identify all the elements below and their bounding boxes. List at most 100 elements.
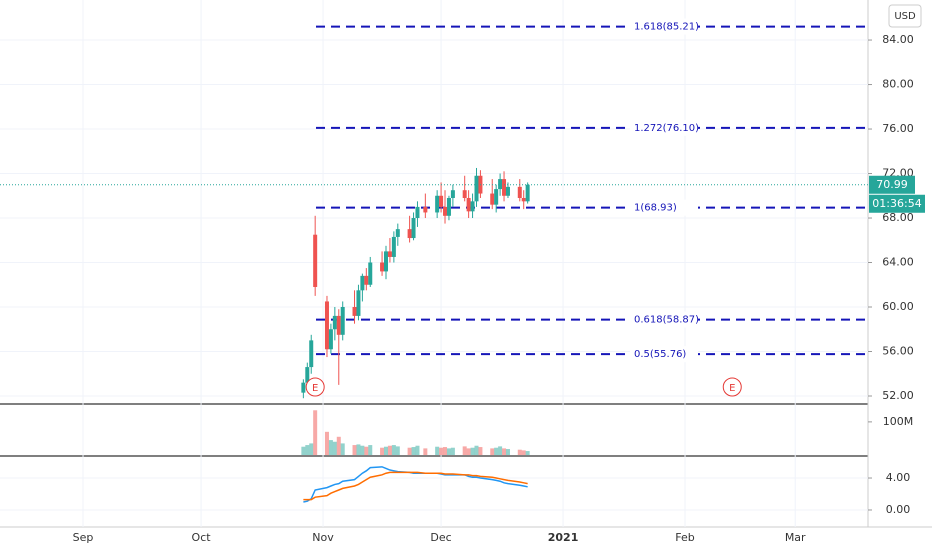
volume-bar xyxy=(380,447,385,455)
y-tick-label: 0.00 xyxy=(886,503,911,516)
candle-body xyxy=(466,197,471,212)
volume-bar xyxy=(443,447,448,455)
x-tick-label: Dec xyxy=(430,531,451,544)
last-price-label: 70.99 xyxy=(876,178,908,191)
candle-body xyxy=(407,229,412,239)
earnings-label: E xyxy=(312,383,318,394)
candle-body xyxy=(352,307,357,316)
candle-body xyxy=(336,315,341,335)
volume-bar xyxy=(490,448,495,455)
volume-bar xyxy=(368,445,373,455)
candle-body xyxy=(462,190,467,198)
fib-label-bg xyxy=(630,199,698,216)
candle-body xyxy=(368,262,373,285)
volume-bar xyxy=(328,440,333,455)
currency[interactable]: USD xyxy=(894,11,916,22)
countdown: 01:36:54 xyxy=(872,197,921,210)
y-tick-label: 4.00 xyxy=(886,471,911,484)
volume-bar xyxy=(352,445,357,455)
candle-body xyxy=(505,186,510,196)
earnings-marker xyxy=(722,377,742,397)
volume-bar xyxy=(521,450,526,455)
volume-bar xyxy=(462,446,467,455)
candle-body xyxy=(415,206,420,219)
y-tick-label: 68.00 xyxy=(882,211,914,224)
y-tick-label: 60.00 xyxy=(882,300,914,313)
candle-body xyxy=(443,206,448,216)
candle-body xyxy=(380,262,385,272)
volume-bar xyxy=(423,448,428,455)
candle-body xyxy=(332,315,337,330)
fib-label: 1(68.93) xyxy=(634,203,677,214)
volume-bar xyxy=(336,436,341,455)
y-tick-label: 56.00 xyxy=(882,344,914,357)
y-tick-label: 100M xyxy=(883,415,914,428)
volume-bar xyxy=(494,447,499,455)
candle-body xyxy=(305,367,310,383)
y-tick-label: 80.00 xyxy=(882,78,914,91)
volume-bar xyxy=(415,445,420,455)
candle-body xyxy=(498,179,503,190)
y-tick-label: 76.00 xyxy=(882,122,914,135)
macd-line xyxy=(303,471,528,501)
candle-body xyxy=(391,236,396,257)
fib-label-bg xyxy=(630,311,698,328)
volume-bar xyxy=(411,447,416,455)
volume-bar xyxy=(364,446,369,455)
volume-bar xyxy=(474,445,479,455)
volume-bar xyxy=(305,445,310,455)
volume-bar xyxy=(324,431,329,455)
macd-line xyxy=(303,466,528,503)
x-tick-label: Sep xyxy=(73,531,94,544)
volume-bar xyxy=(332,441,337,455)
volume-bar xyxy=(502,448,507,455)
volume-bar xyxy=(446,448,451,455)
candle-body xyxy=(383,251,388,272)
volume-bar xyxy=(450,447,455,455)
last-price-tag xyxy=(869,175,915,194)
candle-body xyxy=(313,234,318,287)
candle-body xyxy=(490,193,495,205)
candle-body xyxy=(521,197,526,202)
fib-label-bg xyxy=(630,119,698,136)
x-tick-label: Oct xyxy=(192,531,212,544)
y-tick-label: 52.00 xyxy=(882,389,914,402)
candle-body xyxy=(324,301,329,350)
candle-body xyxy=(517,186,522,198)
candle-body xyxy=(309,340,314,368)
volume-bar xyxy=(435,446,440,455)
volume-bar xyxy=(395,446,400,455)
earnings-label: E xyxy=(729,383,735,394)
fib-label: 0.5(55.76) xyxy=(634,349,686,360)
fib-label-bg xyxy=(630,346,698,363)
candle-body xyxy=(470,201,475,212)
volume-bar xyxy=(478,447,483,455)
candle-body xyxy=(439,195,444,207)
candle-body xyxy=(301,382,306,393)
x-tick-label: Nov xyxy=(312,531,334,544)
fib-label: 1.272(76.10) xyxy=(634,123,699,134)
volume-bar xyxy=(525,451,530,455)
volume-bar xyxy=(360,445,365,455)
candle-body xyxy=(387,251,392,257)
currency-button[interactable] xyxy=(888,4,922,28)
volume-bar xyxy=(439,447,444,455)
volume-bar xyxy=(470,447,475,455)
earnings-marker xyxy=(305,377,325,397)
volume-bar xyxy=(313,410,318,455)
volume-bar xyxy=(498,446,503,455)
volume-bar xyxy=(466,448,471,455)
candle-body xyxy=(474,175,479,202)
candle-body xyxy=(328,329,333,350)
candle-body xyxy=(340,307,345,335)
volume-bar xyxy=(356,444,361,455)
candle-body xyxy=(423,206,428,213)
volume-bar xyxy=(387,445,392,455)
volume-bar xyxy=(301,446,306,455)
volume-bar xyxy=(391,445,396,455)
volume-bar xyxy=(505,449,510,455)
fib-label: 0.618(58.87) xyxy=(634,315,699,326)
candle-body xyxy=(446,197,451,216)
